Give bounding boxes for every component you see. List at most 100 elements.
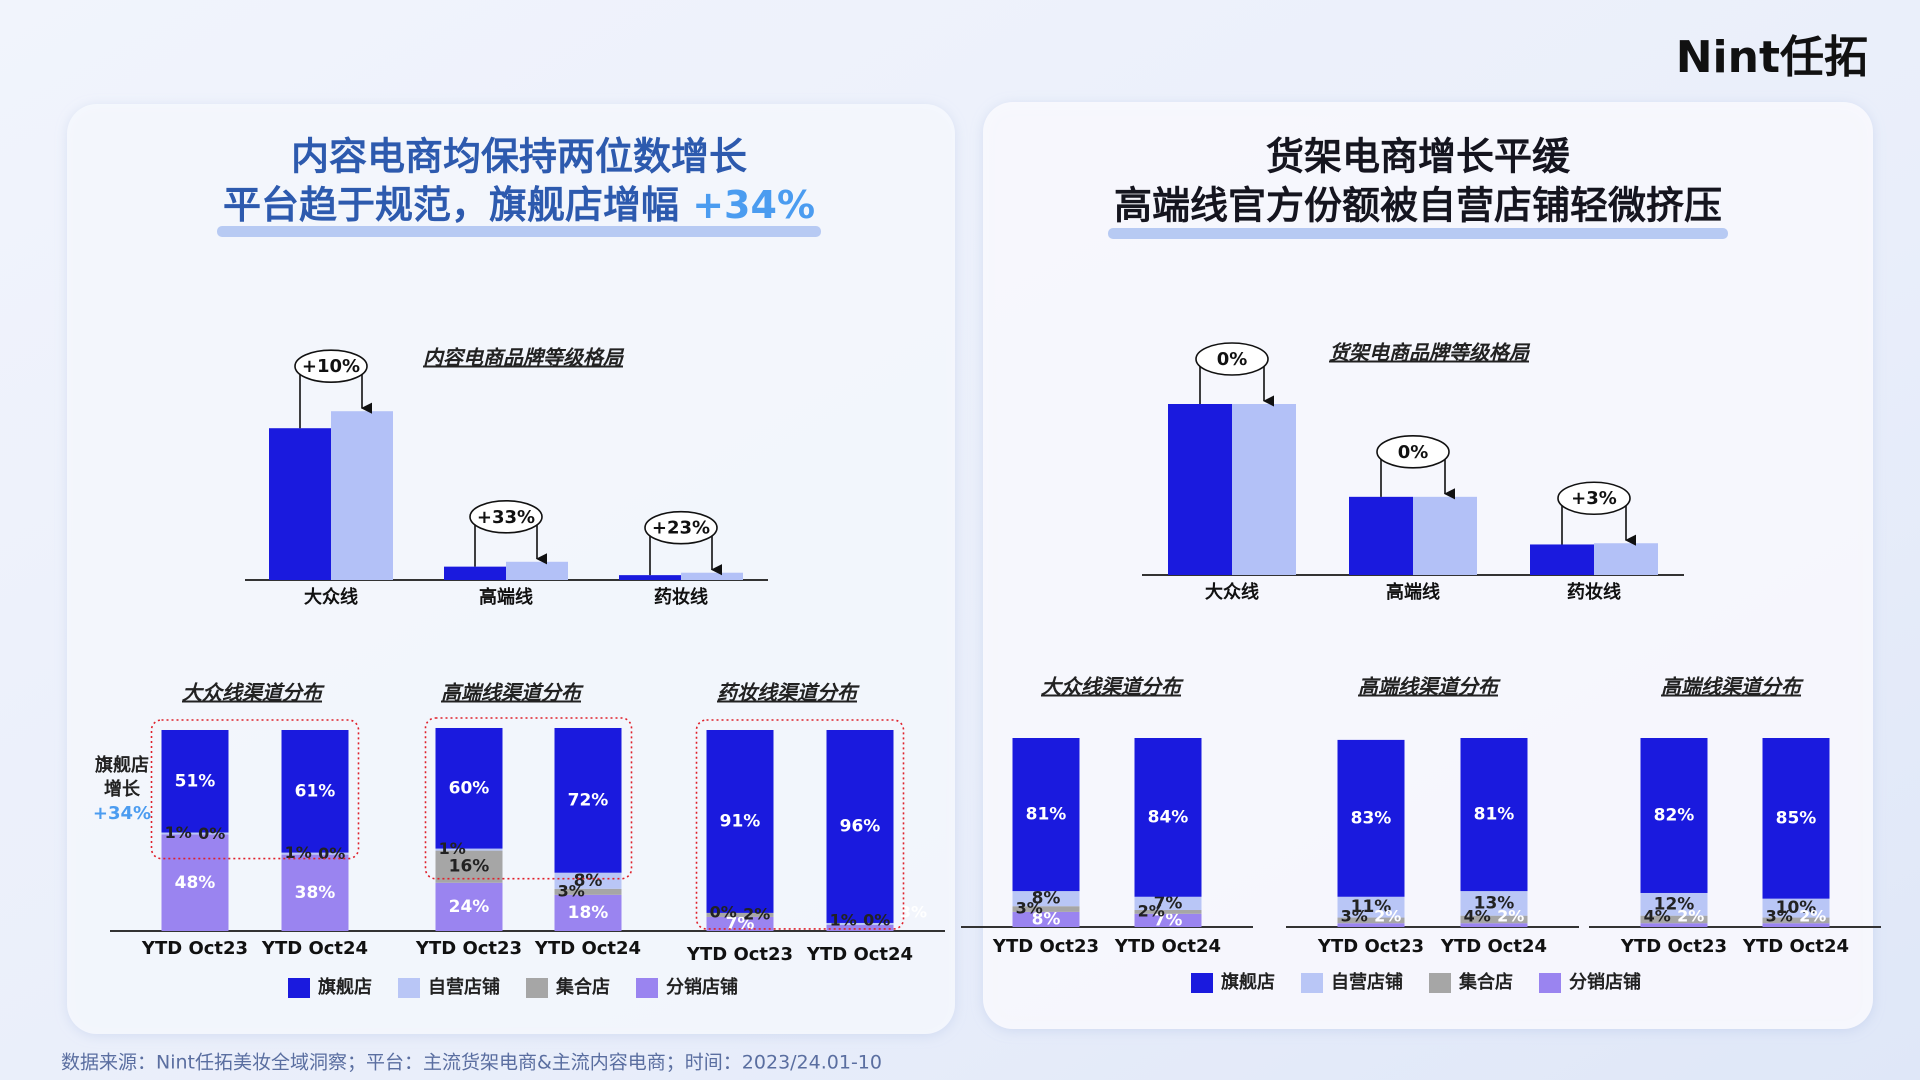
value-label: 16% (449, 857, 490, 877)
value-label: 91% (720, 811, 761, 831)
bar-segment (554, 888, 622, 895)
bar-segment (161, 730, 229, 833)
annotation: 旗舰店 (95, 754, 149, 776)
value-label: 12% (1654, 894, 1695, 914)
growth-label: 0% (1217, 349, 1248, 370)
legend-swatch (288, 978, 310, 998)
bar-segment (1337, 896, 1405, 918)
value-label: 2% (1138, 901, 1165, 920)
growth-label: 0% (1398, 442, 1429, 463)
legend-label: 自营店铺 (1331, 971, 1403, 993)
value-label: 2% (1799, 907, 1826, 926)
legend-swatch (398, 978, 420, 998)
category-label: YTD Oct24 (261, 938, 368, 959)
growth-bubble (1376, 435, 1450, 469)
category-label: 高端线 (1386, 581, 1440, 603)
value-label: 0% (318, 844, 345, 863)
value-label: 2% (1374, 907, 1401, 926)
value-label: 38% (295, 883, 336, 903)
value-label: 3% (1016, 899, 1043, 918)
value-label: 3% (1766, 907, 1793, 926)
bar-segment (1640, 738, 1708, 893)
legend-swatch (1301, 973, 1323, 993)
bar-segment (1460, 738, 1528, 892)
bar-segment (1134, 896, 1202, 910)
growth-bubble (644, 510, 718, 545)
value-label: 3% (900, 903, 927, 922)
category-label: 高端线 (479, 586, 533, 608)
chart-title: 大众线渠道分布 (1041, 675, 1184, 699)
bar-segment (554, 872, 622, 889)
bar-segment (1762, 898, 1830, 918)
growth-label: +10% (302, 356, 360, 377)
value-label: 48% (175, 873, 216, 893)
value-label: 8% (1032, 909, 1061, 929)
bar-segment (1012, 738, 1080, 892)
bar (1530, 544, 1594, 575)
legend-swatch (1191, 973, 1213, 993)
bar-segment (1337, 923, 1405, 927)
bar-segment (1640, 892, 1708, 916)
category-label: YTD Oct23 (992, 936, 1099, 957)
title-highlight: +34% (692, 183, 815, 227)
logo: Nint任拓 (1676, 32, 1868, 83)
chart-title: 药妆线渠道分布 (717, 681, 860, 705)
bar-segment (706, 912, 774, 917)
value-label: 96% (840, 816, 881, 836)
growth-label: +3% (1571, 488, 1617, 509)
panel-title: 高端线官方份额被自营店铺轻微挤压 (1114, 184, 1722, 228)
value-label: 13% (1474, 893, 1515, 913)
value-label: 72% (568, 790, 609, 810)
bar-segment (281, 852, 349, 855)
bar-segment (435, 882, 503, 931)
value-label: 84% (1148, 807, 1189, 827)
bar (1168, 404, 1232, 575)
growth-bubble (294, 349, 368, 384)
value-label: 0% (710, 902, 737, 921)
legend-label: 分销店铺 (1569, 971, 1641, 993)
bar (1413, 496, 1477, 575)
bar-segment (554, 894, 622, 931)
bar-segment (161, 834, 229, 931)
bar-segment (1337, 917, 1405, 924)
bar-segment (435, 727, 503, 849)
bar-segment (554, 727, 622, 873)
title-underline (1107, 228, 1729, 239)
chart-title: 大众线渠道分布 (182, 681, 325, 705)
panel-title: 内容电商均保持两位数增长 (291, 135, 747, 179)
bar-segment (1762, 923, 1830, 927)
value-label: 4% (1464, 907, 1491, 926)
bar-segment (1460, 891, 1528, 916)
highlight-box (150, 719, 360, 860)
bar-segment (1012, 891, 1080, 907)
value-label: 18% (568, 903, 609, 923)
bar-segment (826, 730, 894, 923)
legend-swatch (1429, 973, 1451, 993)
value-label: 83% (1351, 808, 1392, 828)
legend-swatch (1539, 973, 1561, 993)
bar-segment (1762, 917, 1830, 924)
chart-title: 高端线渠道分布 (441, 681, 584, 705)
bar (269, 428, 331, 580)
bar-segment (1134, 913, 1202, 927)
bar-segment (281, 730, 349, 853)
bar-segment (1460, 915, 1528, 924)
value-label: 10% (1776, 898, 1817, 918)
growth-bubble (1195, 342, 1269, 376)
value-label: 7% (1154, 893, 1183, 913)
panel-title: 平台趋于规范，旗舰店增幅 +34% (223, 183, 815, 227)
value-label: 0% (198, 824, 225, 843)
bar-segment (435, 848, 503, 851)
category-label: YTD Oct23 (1620, 936, 1727, 957)
chart-title: 高端线渠道分布 (1358, 675, 1501, 699)
category-label: YTD Oct24 (806, 944, 913, 965)
value-label: 0% (863, 911, 890, 930)
bar-segment (1012, 906, 1080, 912)
bar-segment (826, 922, 894, 925)
legend-swatch (636, 978, 658, 998)
value-label: 1% (165, 823, 192, 842)
category-label: 大众线 (1205, 581, 1259, 603)
bar-segment (706, 730, 774, 913)
chart-title: 货架电商品牌等级格局 (1329, 341, 1531, 365)
